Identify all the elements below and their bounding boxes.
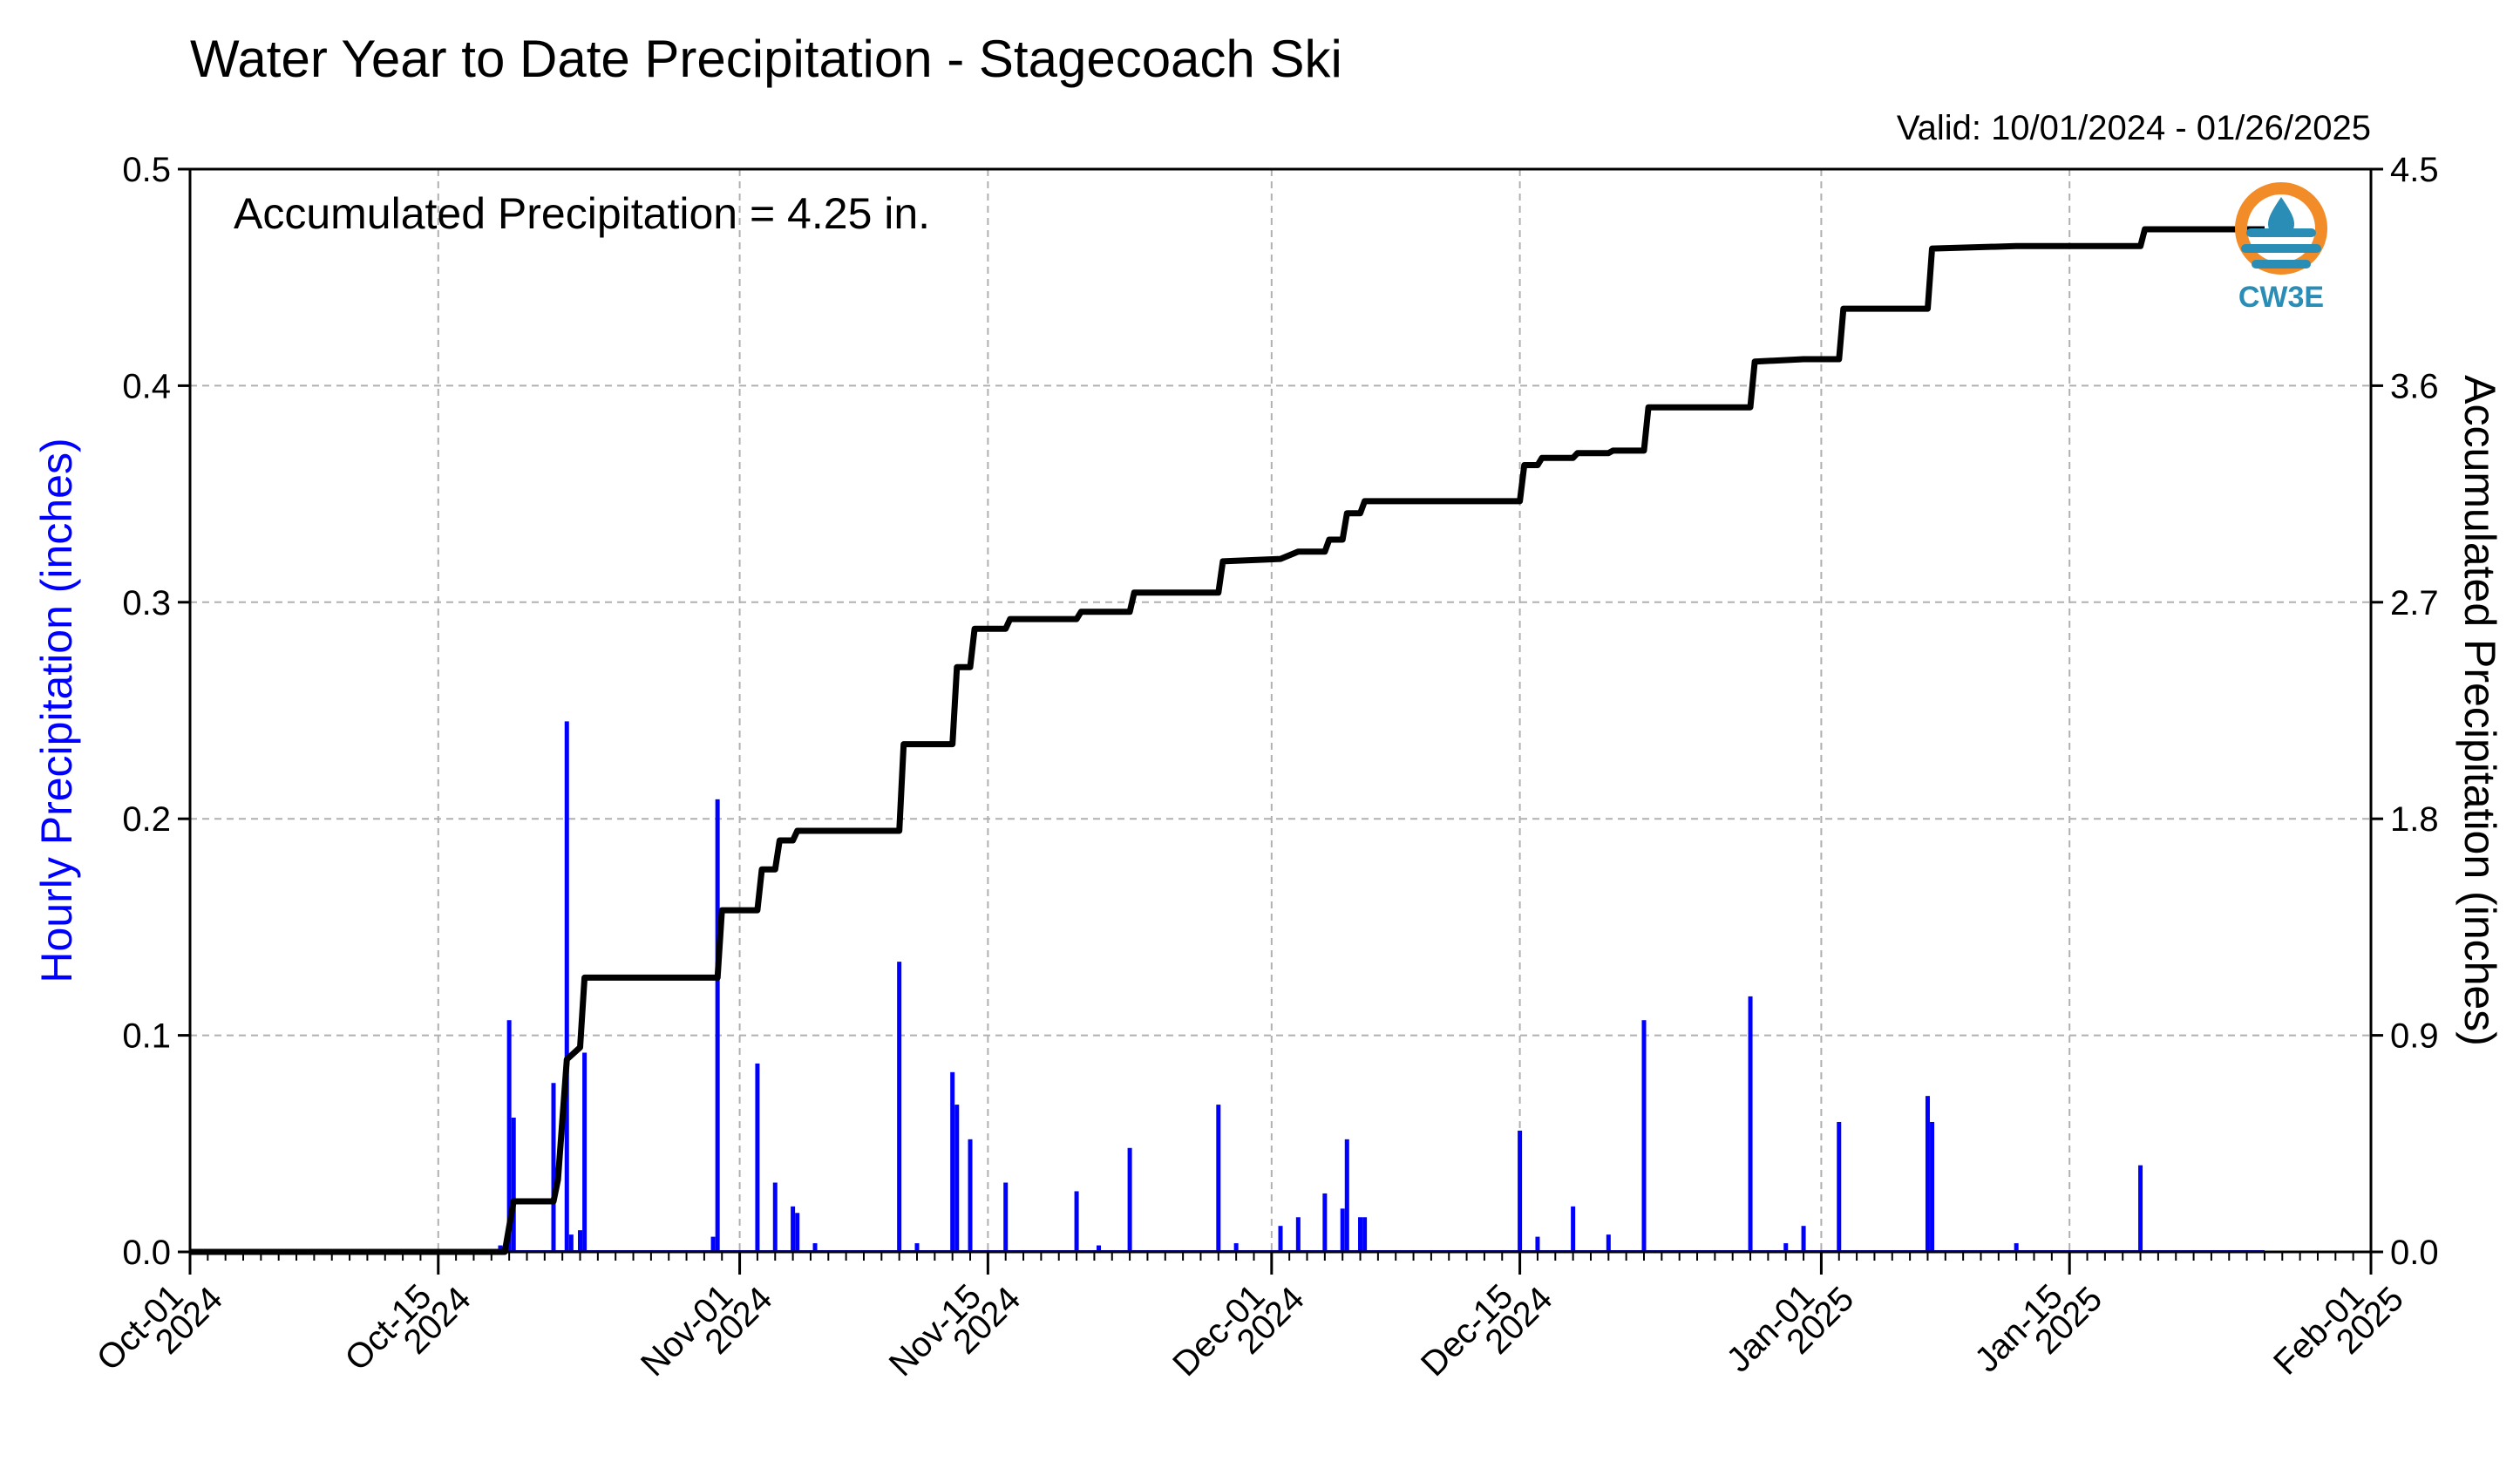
hourly-bar	[795, 1213, 800, 1252]
hourly-bar	[1606, 1234, 1611, 1252]
hourly-bar	[582, 1052, 588, 1252]
hourly-bar	[772, 1182, 778, 1252]
logo-wave-icon	[2252, 260, 2311, 269]
hourly-bar	[564, 721, 569, 1252]
right-tick-label: 1.8	[2390, 800, 2439, 839]
hourly-bar	[498, 1245, 503, 1252]
left-tick-label: 0.4	[122, 367, 171, 405]
left-y-axis: 0.0 0.1 0.2 0.3 0.4 0.5	[122, 151, 190, 1272]
logo-text: CW3E	[2238, 281, 2324, 314]
hourly-bar	[1518, 1130, 1523, 1252]
hourly-bar	[968, 1139, 973, 1252]
plot-frame	[188, 167, 2373, 1254]
hourly-bar	[1216, 1105, 1221, 1252]
hourly-bar	[1535, 1236, 1540, 1252]
hourly-bar	[1930, 1121, 1935, 1252]
hourly-bar	[1127, 1147, 1132, 1252]
hourly-bar	[1801, 1226, 1806, 1252]
hourly-bar	[1641, 1020, 1647, 1252]
hourly-bar	[1837, 1121, 1842, 1252]
hourly-bar	[1322, 1193, 1328, 1252]
left-tick-label: 0.3	[122, 584, 171, 622]
chart-title: Water Year to Date Precipitation - Stage…	[190, 30, 1342, 88]
hourly-bar	[914, 1243, 920, 1252]
hourly-bar	[1233, 1243, 1239, 1252]
hourly-bar	[1344, 1139, 1349, 1252]
accumulated-line-layer	[190, 226, 2265, 1255]
left-tick-label: 0.1	[122, 1017, 171, 1056]
hourly-bar	[1925, 1096, 1930, 1252]
hourly-bar	[950, 1071, 955, 1252]
hourly-bar	[1295, 1217, 1301, 1252]
right-tick-label: 3.6	[2390, 367, 2439, 405]
hourly-bar	[1358, 1217, 1363, 1252]
right-tick-label: 4.5	[2390, 151, 2439, 189]
right-y-axis: 0.0 0.9 1.8 2.7 3.6 4.5	[2371, 151, 2439, 1272]
cw3e-logo: CW3E	[2235, 182, 2327, 314]
right-tick-label: 0.9	[2390, 1017, 2439, 1056]
hourly-bar	[1748, 996, 1753, 1252]
hourly-bar	[812, 1243, 818, 1252]
hourly-bar	[506, 1020, 512, 1252]
grid-layer	[190, 169, 2371, 1252]
left-tick-label: 0.5	[122, 151, 171, 189]
hourly-bar	[715, 799, 720, 1252]
hourly-bars	[190, 721, 2265, 1252]
hourly-bar	[551, 1083, 556, 1252]
left-axis-label: Hourly Precipitation (inches)	[32, 438, 81, 983]
left-tick-label: 0.2	[122, 800, 171, 839]
hourly-bar	[1783, 1243, 1789, 1252]
hourly-bar	[578, 1230, 583, 1252]
right-tick-label: 0.0	[2390, 1234, 2439, 1272]
hourly-bar	[755, 1063, 760, 1252]
hourly-bar	[2014, 1243, 2019, 1252]
hourly-bar	[1278, 1226, 1283, 1252]
hourly-bar	[954, 1105, 960, 1252]
valid-date-range: Valid: 10/01/2024 - 01/26/2025	[1897, 109, 2371, 147]
logo-wave-icon	[2241, 244, 2321, 253]
hourly-bar	[511, 1117, 516, 1252]
hourly-bar	[1571, 1206, 1576, 1252]
hourly-bar	[1340, 1208, 1345, 1252]
hourly-bar	[1362, 1217, 1368, 1252]
right-tick-label: 2.7	[2390, 584, 2439, 622]
hourly-bar	[1074, 1191, 1079, 1252]
right-axis-label: Accumulated Precipitation (inches)	[2455, 375, 2504, 1046]
left-tick-label: 0.0	[122, 1234, 171, 1272]
hourly-bar	[568, 1234, 574, 1252]
accumulated-line	[190, 226, 2265, 1255]
hourly-bar	[1097, 1245, 1101, 1252]
hourly-bar	[897, 962, 902, 1252]
hourly-bar	[710, 1236, 716, 1252]
hourly-bar	[791, 1206, 796, 1252]
accumulated-annotation: Accumulated Precipitation = 4.25 in.	[234, 189, 930, 238]
hourly-bar	[1003, 1182, 1009, 1252]
logo-drop-icon	[2268, 197, 2294, 237]
hourly-bar	[2138, 1165, 2143, 1252]
